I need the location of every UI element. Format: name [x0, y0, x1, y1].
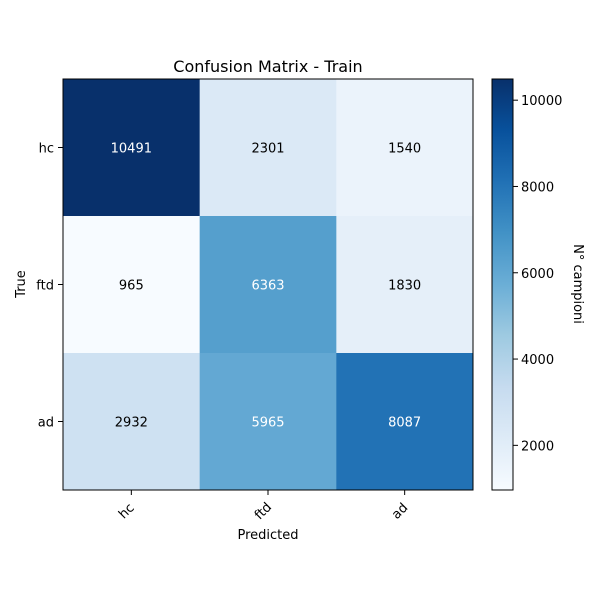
x-tick-label: ad [389, 500, 411, 522]
x-tick-label: ftd [252, 500, 275, 523]
y-tick-label: hc [39, 142, 54, 157]
heatmap-cell [336, 216, 474, 354]
heatmap-cell [336, 353, 474, 491]
heatmap-cells: 10491 2301 1540 965 6363 1830 2932 5965 8087 [63, 79, 474, 491]
heatmap-cell [199, 353, 337, 491]
y-axis-label: True [14, 270, 29, 299]
cell-value-label: 6363 [251, 279, 284, 294]
x-tick-label: hc [116, 501, 137, 522]
x-axis-ticks: hc ftd ad [116, 490, 411, 523]
cell-value-label: 5965 [251, 416, 284, 431]
cell-value-label: 10491 [111, 142, 152, 157]
colorbar [491, 78, 514, 491]
y-tick-label: ftd [36, 279, 54, 294]
chart-title: Confusion Matrix - Train [173, 57, 362, 76]
colorbar-ticks: 2000 4000 6000 8000 10000 [513, 94, 562, 454]
heatmap-cell [336, 79, 474, 217]
cell-value-label: 1540 [388, 142, 421, 157]
heatmap-cell [63, 216, 201, 354]
heatmap-cell [199, 216, 337, 354]
colorbar-tick-label: 10000 [521, 94, 562, 109]
heatmap-cell [63, 353, 201, 491]
cell-value-label: 2301 [251, 142, 284, 157]
cell-value-label: 965 [119, 279, 144, 294]
cell-value-label: 1830 [388, 279, 421, 294]
y-axis-ticks: hc ftd ad [36, 142, 63, 431]
heatmap-cell [63, 79, 201, 217]
colorbar-tick-label: 8000 [521, 180, 554, 195]
heatmap-cell [199, 79, 337, 217]
colorbar-tick-label: 4000 [521, 353, 554, 368]
x-axis-label: Predicted [237, 528, 298, 543]
colorbar-label: N° campioni [570, 244, 585, 324]
colorbar-tick-label: 6000 [521, 267, 554, 282]
y-tick-label: ad [38, 416, 54, 431]
colorbar-tick-label: 2000 [521, 439, 554, 454]
cell-value-label: 2932 [115, 416, 148, 431]
cell-value-label: 8087 [388, 416, 421, 431]
